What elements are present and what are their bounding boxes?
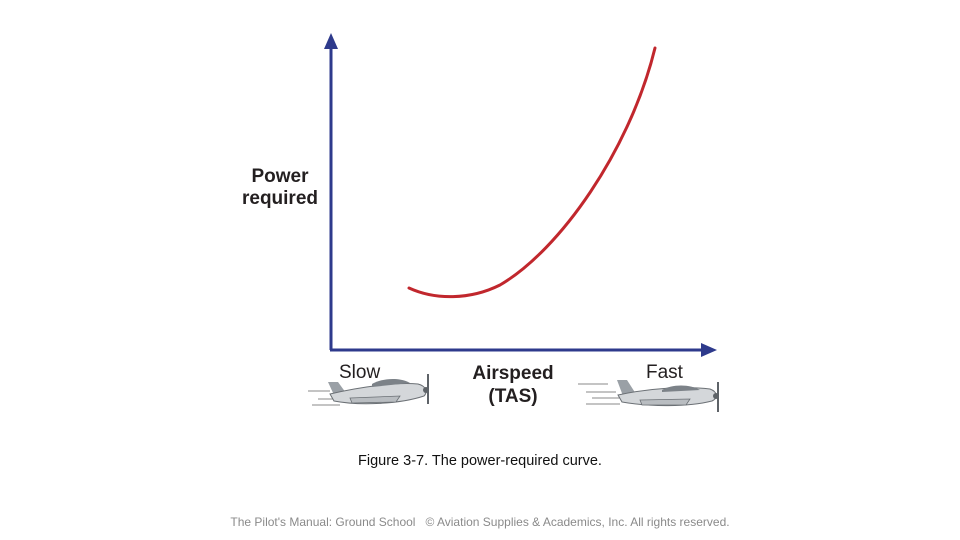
x-axis-label-line-1: Airspeed (472, 363, 554, 384)
footer: The Pilot's Manual: Ground School © Aviat… (0, 515, 960, 529)
caption-number: Figure 3-7. (358, 453, 429, 469)
footer-copyright: © Aviation Supplies & Academics, Inc. Al… (425, 515, 730, 529)
y-axis-arrow (324, 33, 338, 49)
x-axis-arrow (701, 343, 717, 357)
airplane-slow-icon (308, 374, 429, 406)
y-axis-label-line-1: Power (251, 166, 309, 187)
y-axis-label: Power required (228, 166, 332, 210)
axes (324, 33, 717, 357)
x-axis-label: Airspeed (TAS) (455, 362, 571, 408)
footer-source: The Pilot's Manual: Ground School (230, 515, 416, 529)
caption-text: The power-required curve. (428, 453, 602, 469)
y-axis-label-line-2: required (241, 188, 319, 209)
slow-label: Slow (339, 362, 381, 383)
power-required-curve (407, 46, 657, 299)
x-axis-label-line-2: (TAS) (488, 386, 538, 407)
fast-label: Fast (646, 362, 683, 383)
figure-caption: Figure 3-7. The power-required curve. (0, 453, 960, 469)
airplane-fast-icon (578, 380, 719, 412)
